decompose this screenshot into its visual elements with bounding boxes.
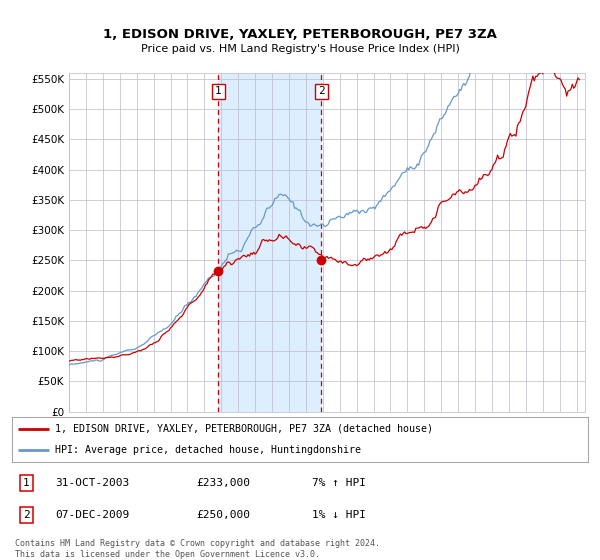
Text: 1% ↓ HPI: 1% ↓ HPI xyxy=(311,510,365,520)
Text: Price paid vs. HM Land Registry's House Price Index (HPI): Price paid vs. HM Land Registry's House … xyxy=(140,44,460,54)
Text: 31-OCT-2003: 31-OCT-2003 xyxy=(55,478,130,488)
Text: 1: 1 xyxy=(215,86,222,96)
Text: 2: 2 xyxy=(23,510,30,520)
Bar xyxy=(218,73,322,412)
Text: 2: 2 xyxy=(318,86,325,96)
Text: 1, EDISON DRIVE, YAXLEY, PETERBOROUGH, PE7 3ZA (detached house): 1, EDISON DRIVE, YAXLEY, PETERBOROUGH, P… xyxy=(55,424,433,434)
Text: £233,000: £233,000 xyxy=(196,478,250,488)
Text: HPI: Average price, detached house, Huntingdonshire: HPI: Average price, detached house, Hunt… xyxy=(55,445,361,455)
Text: £250,000: £250,000 xyxy=(196,510,250,520)
Text: 1: 1 xyxy=(23,478,30,488)
Text: 07-DEC-2009: 07-DEC-2009 xyxy=(55,510,130,520)
Text: 7% ↑ HPI: 7% ↑ HPI xyxy=(311,478,365,488)
Text: 1, EDISON DRIVE, YAXLEY, PETERBOROUGH, PE7 3ZA: 1, EDISON DRIVE, YAXLEY, PETERBOROUGH, P… xyxy=(103,28,497,41)
Text: Contains HM Land Registry data © Crown copyright and database right 2024.
This d: Contains HM Land Registry data © Crown c… xyxy=(15,539,380,559)
